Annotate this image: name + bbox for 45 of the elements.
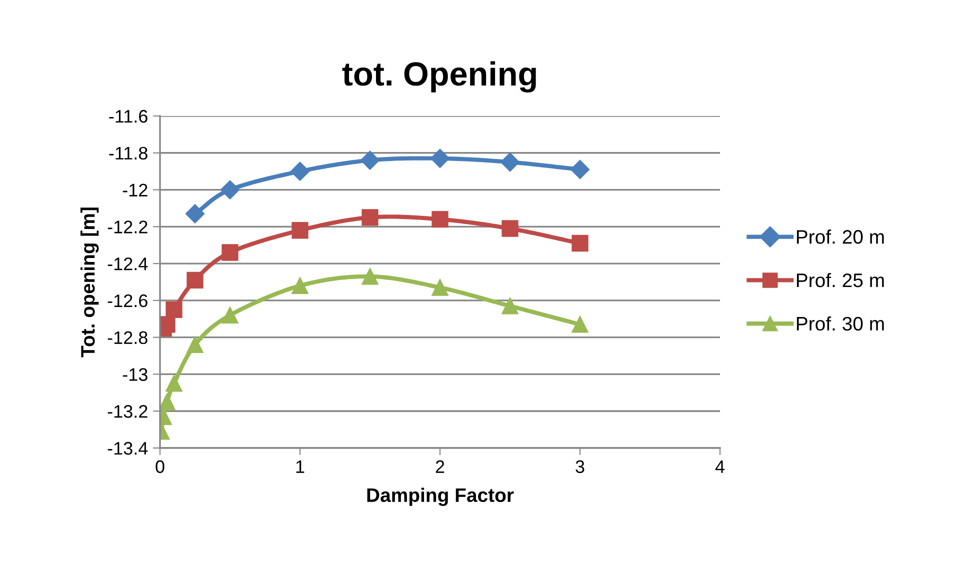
point bbox=[292, 277, 308, 294]
y-tick-label: -12 bbox=[122, 184, 148, 196]
y-tick-label: -12.4 bbox=[108, 257, 148, 270]
point bbox=[222, 244, 238, 261]
point bbox=[166, 375, 182, 392]
y-tick-label: -13.2 bbox=[108, 405, 148, 418]
point bbox=[222, 306, 238, 324]
point bbox=[292, 222, 308, 239]
x-axis-title: Damping Factor bbox=[367, 488, 514, 506]
point bbox=[572, 234, 588, 252]
y-axis-title: Tot. opening [m] bbox=[80, 208, 99, 358]
point bbox=[220, 180, 240, 200]
y-tick-label: -13.4 bbox=[108, 442, 148, 455]
point bbox=[432, 279, 448, 296]
point bbox=[502, 298, 518, 314]
point bbox=[572, 316, 588, 333]
point bbox=[185, 204, 205, 224]
legend-label: Prof. 30 m bbox=[796, 316, 884, 331]
point bbox=[430, 148, 450, 168]
point bbox=[186, 336, 204, 354]
y-tick-label: -11.8 bbox=[109, 146, 148, 160]
y-tick-label: -12.6 bbox=[108, 294, 148, 308]
chart-title: tot. Opening bbox=[342, 61, 536, 93]
point bbox=[570, 160, 590, 180]
point bbox=[432, 210, 448, 228]
point bbox=[502, 220, 518, 237]
x-tick-label: 0 bbox=[156, 460, 164, 474]
point bbox=[362, 209, 378, 226]
y-tick-label: -12.8 bbox=[108, 331, 148, 344]
y-tick-label: -12.2 bbox=[108, 220, 148, 234]
point bbox=[186, 272, 204, 288]
x-tick-label: 1 bbox=[296, 460, 304, 473]
x-tick-label: 4 bbox=[715, 460, 724, 473]
point bbox=[160, 394, 176, 410]
legend-label: Prof. 20 m bbox=[796, 230, 884, 244]
point bbox=[360, 150, 380, 170]
x-tick-label: 2 bbox=[436, 460, 444, 473]
y-tick-label: -11.6 bbox=[109, 110, 148, 123]
legend-label: Prof. 25 m bbox=[796, 272, 884, 288]
point bbox=[166, 301, 182, 318]
point bbox=[362, 268, 378, 285]
x-tick-label: 3 bbox=[576, 460, 584, 474]
y-tick-label: -13 bbox=[122, 368, 148, 381]
point bbox=[500, 152, 520, 172]
point bbox=[290, 162, 310, 181]
